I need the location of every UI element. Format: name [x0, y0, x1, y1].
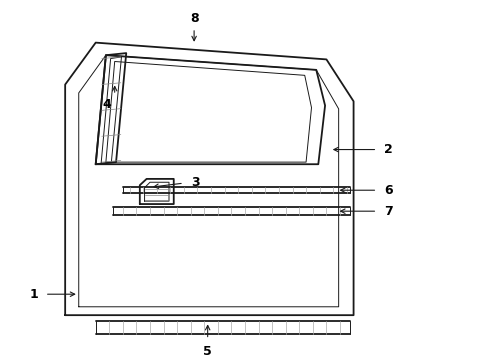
- Text: 1: 1: [29, 288, 38, 301]
- Text: 4: 4: [103, 98, 112, 111]
- Text: 6: 6: [384, 184, 393, 197]
- Text: 8: 8: [190, 12, 198, 25]
- Text: 5: 5: [203, 345, 212, 357]
- Text: 2: 2: [384, 143, 393, 156]
- Text: 3: 3: [191, 176, 199, 189]
- Text: 7: 7: [384, 205, 393, 218]
